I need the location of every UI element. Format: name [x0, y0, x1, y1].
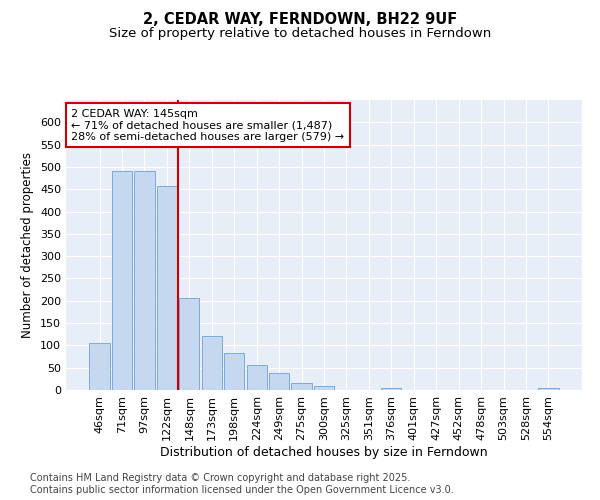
Text: Size of property relative to detached houses in Ferndown: Size of property relative to detached ho…: [109, 28, 491, 40]
Bar: [381, 388, 401, 390]
Bar: [179, 298, 199, 390]
Y-axis label: Number of detached properties: Number of detached properties: [22, 152, 34, 338]
Text: Contains HM Land Registry data © Crown copyright and database right 2025.
Contai: Contains HM Land Registry data © Crown c…: [30, 474, 454, 495]
Bar: [202, 336, 222, 390]
Bar: [157, 186, 177, 390]
Text: 2, CEDAR WAY, FERNDOWN, BH22 9UF: 2, CEDAR WAY, FERNDOWN, BH22 9UF: [143, 12, 457, 28]
Bar: [224, 354, 244, 390]
Bar: [538, 388, 559, 390]
Text: 2 CEDAR WAY: 145sqm
← 71% of detached houses are smaller (1,487)
28% of semi-det: 2 CEDAR WAY: 145sqm ← 71% of detached ho…: [71, 108, 344, 142]
Bar: [314, 386, 334, 390]
Bar: [134, 172, 155, 390]
Bar: [89, 343, 110, 390]
X-axis label: Distribution of detached houses by size in Ferndown: Distribution of detached houses by size …: [160, 446, 488, 458]
Bar: [247, 364, 267, 390]
Bar: [269, 374, 289, 390]
Bar: [112, 172, 132, 390]
Bar: [292, 384, 311, 390]
